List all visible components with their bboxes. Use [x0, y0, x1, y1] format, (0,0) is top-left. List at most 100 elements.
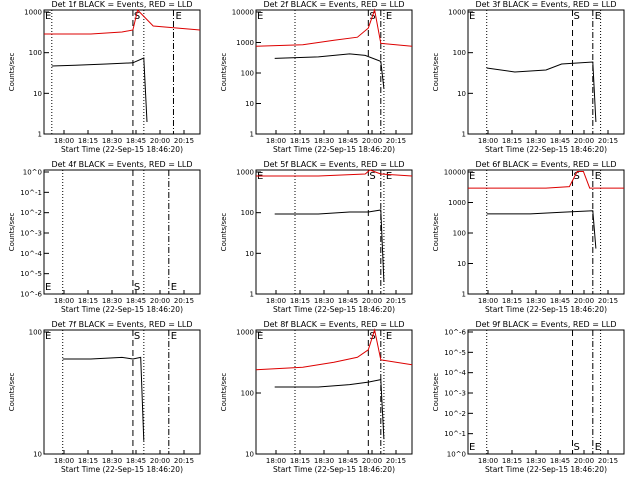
- y-tick-label: 10^-4: [20, 250, 42, 258]
- x-tick-label: 18:30: [526, 457, 546, 465]
- end-marker: E: [45, 11, 51, 22]
- y-tick-label: 10^-5: [444, 349, 466, 357]
- y-tick-label: 100: [241, 70, 254, 78]
- y-tick-label: 10: [245, 250, 254, 258]
- end-marker: E: [175, 11, 181, 22]
- events-series-line: [274, 378, 385, 440]
- y-axis-label: Counts/sec: [432, 53, 440, 92]
- events-series-line: [51, 57, 148, 123]
- axes-frame: [255, 169, 413, 295]
- start-marker: S: [574, 11, 580, 22]
- x-tick-label: 20:00: [150, 137, 170, 145]
- y-tick-label: 10^-2: [444, 410, 466, 418]
- x-tick-label: 18:00: [478, 297, 498, 305]
- end-marker: E: [45, 282, 51, 293]
- lld-series-line: [255, 8, 413, 47]
- x-tick-label: 18:30: [314, 457, 334, 465]
- y-tick-label: 10: [33, 90, 42, 98]
- y-tick-label: 1: [462, 291, 466, 299]
- y-axis-label: Counts/sec: [220, 373, 228, 412]
- x-axis-label: Start Time (22-Sep-15 18:46:20): [61, 305, 183, 314]
- end-marker: E: [595, 11, 601, 22]
- x-tick-label: 18:00: [266, 137, 286, 145]
- x-tick-label: 18:00: [54, 457, 74, 465]
- y-tick-label: 10: [245, 100, 254, 108]
- lld-series-line: [44, 8, 201, 35]
- panel-title: Det 7f BLACK = Events, RED = LLD: [51, 320, 192, 329]
- end-marker: E: [595, 442, 601, 453]
- x-tick-label: 18:15: [290, 137, 310, 145]
- y-tick-label: 10000: [232, 9, 254, 17]
- x-tick-label: 18:15: [78, 457, 98, 465]
- x-tick-label: 18:45: [338, 297, 358, 305]
- x-tick-label: 18:30: [314, 137, 334, 145]
- y-tick-label: 10^-4: [444, 369, 466, 377]
- x-tick-label: 18:15: [290, 297, 310, 305]
- x-tick-label: 20:00: [150, 457, 170, 465]
- y-tick-label: 10^-6: [20, 291, 42, 299]
- y-tick-label: 10000: [444, 169, 466, 177]
- start-marker: S: [134, 11, 140, 22]
- end-marker: E: [469, 442, 475, 453]
- x-tick-label: 18:30: [102, 297, 122, 305]
- end-marker: E: [386, 11, 392, 22]
- x-tick-label: 18:00: [478, 137, 498, 145]
- start-marker: S: [574, 171, 580, 182]
- axes-frame: [255, 329, 413, 455]
- x-tick-label: 18:15: [502, 137, 522, 145]
- x-tick-label: 20:00: [574, 137, 594, 145]
- x-tick-label: 18:30: [102, 457, 122, 465]
- y-tick-label: 100: [29, 329, 42, 337]
- y-tick-label: 10^-2: [20, 209, 42, 217]
- end-marker: E: [45, 331, 51, 342]
- axes-frame: [255, 9, 413, 135]
- x-tick-label: 20:15: [598, 297, 618, 305]
- end-marker: E: [257, 331, 263, 342]
- x-axis-label: Start Time (22-Sep-15 18:46:20): [485, 465, 607, 474]
- x-tick-label: 20:15: [598, 457, 618, 465]
- y-tick-label: 1000: [236, 39, 254, 47]
- panel-2: Det 2f BLACK = Events, RED = LLD 1 10 100 10…: [220, 0, 413, 154]
- y-tick-label: 1000: [236, 169, 254, 177]
- end-marker: E: [386, 171, 392, 182]
- x-tick-label: 20:15: [386, 457, 406, 465]
- x-tick-label: 18:15: [502, 297, 522, 305]
- start-marker: S: [134, 282, 140, 293]
- y-axis-label: Counts/sec: [220, 53, 228, 92]
- x-tick-label: 18:45: [126, 297, 146, 305]
- x-tick-label: 18:15: [290, 457, 310, 465]
- y-tick-label: 10: [33, 451, 42, 459]
- x-axis-label: Start Time (22-Sep-15 18:46:20): [273, 145, 395, 154]
- x-tick-label: 20:15: [174, 297, 194, 305]
- x-tick-label: 20:15: [386, 137, 406, 145]
- y-tick-label: 10^0: [447, 451, 466, 459]
- x-tick-label: 20:00: [150, 297, 170, 305]
- panel-8: Det 8f BLACK = Events, RED = LLD 10 100 100…: [220, 320, 413, 474]
- panel-title: Det 4f BLACK = Events, RED = LLD: [51, 160, 192, 169]
- x-axis-label: Start Time (22-Sep-15 18:46:20): [485, 305, 607, 314]
- x-tick-label: 20:00: [574, 297, 594, 305]
- start-marker: S: [134, 331, 140, 342]
- x-tick-label: 18:00: [478, 457, 498, 465]
- y-tick-label: 10: [457, 90, 466, 98]
- y-tick-label: 10^-1: [444, 430, 466, 438]
- end-marker: E: [469, 171, 475, 182]
- events-series-line: [486, 210, 597, 249]
- y-tick-label: 10^0: [23, 169, 42, 177]
- x-tick-label: 18:15: [78, 297, 98, 305]
- axes-frame: [467, 169, 625, 295]
- x-axis-label: Start Time (22-Sep-15 18:46:20): [485, 145, 607, 154]
- x-tick-label: 20:00: [362, 297, 382, 305]
- x-tick-label: 20:15: [174, 457, 194, 465]
- axes-frame: [467, 329, 625, 455]
- end-marker: E: [595, 171, 601, 182]
- panel-title: Det 9f BLACK = Events, RED = LLD: [475, 320, 616, 329]
- panel-title: Det 5f BLACK = Events, RED = LLD: [263, 160, 404, 169]
- end-marker: E: [171, 331, 177, 342]
- events-series-line: [274, 53, 385, 89]
- x-tick-label: 18:15: [78, 137, 98, 145]
- start-marker: S: [574, 442, 580, 453]
- x-tick-label: 18:00: [266, 297, 286, 305]
- y-axis-label: Counts/sec: [432, 213, 440, 252]
